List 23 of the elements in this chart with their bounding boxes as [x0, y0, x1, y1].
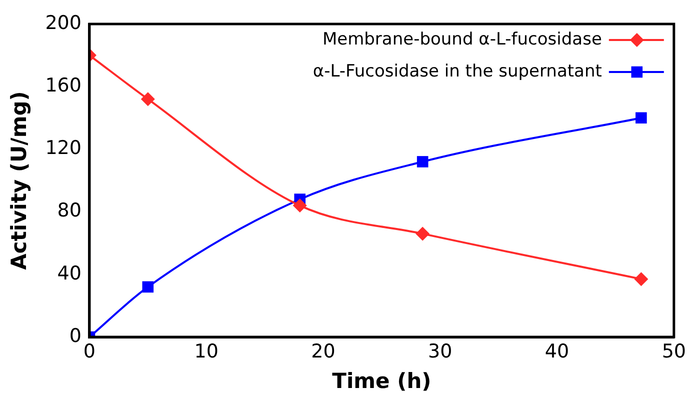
point — [292, 198, 307, 213]
point — [142, 281, 154, 293]
y-tick-label: 200 — [45, 12, 82, 34]
x-tick-label: 50 — [662, 340, 686, 362]
point — [416, 156, 428, 168]
y-tick-label: 160 — [45, 74, 82, 97]
y-tick-label: 0 — [69, 324, 82, 347]
point — [636, 112, 647, 124]
y-axis-title: Activity (U/mg) — [7, 91, 32, 270]
legend-label: Membrane-bound α-L-fucosidase — [322, 29, 602, 50]
point — [634, 272, 648, 286]
point — [140, 92, 155, 106]
legend-label: α-L-Fucosidase in the supernatant — [312, 61, 602, 82]
x-axis-title: Time (h) — [332, 368, 432, 393]
x-tick-label: 20 — [311, 340, 336, 362]
x-tick-label: 10 — [194, 340, 218, 362]
x-tick-label: 0 — [83, 340, 96, 362]
y-tick-label: 40 — [57, 262, 82, 284]
x-tick-label: 30 — [428, 340, 452, 362]
y-tick-label: 80 — [57, 200, 82, 222]
point — [416, 226, 430, 241]
y-tick-label: 120 — [45, 137, 82, 160]
x-tick-label: 40 — [544, 340, 570, 362]
